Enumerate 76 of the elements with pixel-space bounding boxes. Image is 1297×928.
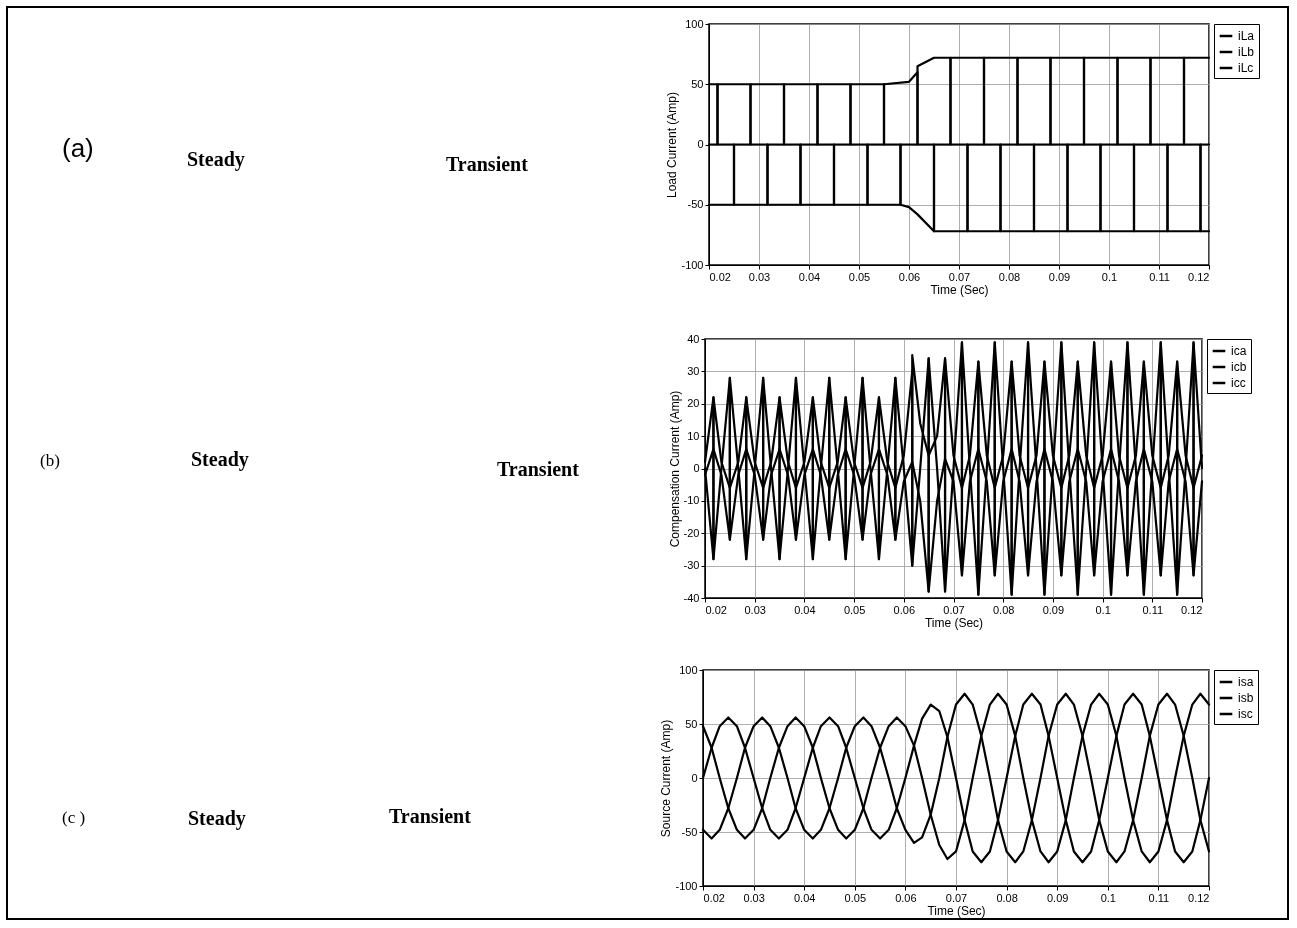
legend-label: icc: [1231, 376, 1246, 390]
x-axis-title: Time (Sec): [930, 282, 989, 297]
y-tick-label: 0: [693, 462, 700, 474]
y-tick-label: -20: [683, 526, 700, 539]
x-axis-title: Time (Sec): [927, 903, 986, 918]
x-tick-label: 0.08: [992, 603, 1015, 616]
y-tick-label: -10: [683, 494, 700, 507]
y-tick-label: 20: [687, 397, 700, 410]
x-tick-label: 0.12: [1188, 891, 1210, 904]
x-tick-label: 0.1: [1100, 891, 1116, 904]
x-tick-label: 0.03: [748, 270, 771, 283]
y-tick-label: 10: [687, 429, 700, 442]
x-tick-label: 0.06: [893, 603, 916, 616]
x-tick-label: 0.11: [1142, 603, 1164, 616]
x-tick-label: 0.03: [744, 603, 766, 616]
y-tick-label: 50: [685, 717, 698, 730]
x-tick-label: 0.09: [1042, 603, 1065, 616]
x-tick-label: 0.04: [793, 891, 816, 904]
text: Steady: [187, 148, 245, 171]
text: (b): [40, 451, 60, 471]
x-tick-label: 0.12: [1181, 603, 1203, 616]
y-tick-label: 50: [691, 77, 704, 90]
x-tick-label: 0.1: [1095, 603, 1111, 616]
x-tick-label: 0.07: [943, 603, 965, 616]
x-tick-label: 0.11: [1148, 891, 1170, 904]
y-tick-label: -40: [683, 591, 700, 604]
y-tick-label: -100: [675, 879, 698, 892]
y-tick-label: -50: [681, 825, 698, 838]
text: (a): [62, 133, 94, 164]
x-tick-label: 0.05: [844, 891, 867, 904]
x-tick-label: 0.02: [705, 603, 727, 616]
x-tick-label: 0.07: [945, 891, 968, 904]
text: (c ): [62, 808, 86, 828]
x-tick-label: 0.1: [1101, 270, 1118, 283]
legend-label: iLa: [1238, 29, 1255, 43]
x-tick-label: 0.12: [1188, 270, 1210, 283]
legend-label: isb: [1238, 691, 1254, 705]
y-tick-label: 40: [687, 332, 700, 345]
legend-label: isc: [1238, 707, 1253, 721]
y-tick-label: 0: [691, 771, 698, 784]
text: Transient: [389, 805, 471, 828]
x-tick-label: 0.09: [1046, 891, 1069, 904]
x-tick-label: 0.11: [1149, 270, 1170, 283]
x-tick-label: 0.04: [798, 270, 821, 283]
y-tick-label: -50: [687, 198, 704, 211]
x-tick-label: 0.06: [898, 270, 921, 283]
text: Steady: [191, 448, 249, 471]
x-tick-label: 0.03: [743, 891, 765, 904]
y-tick-label: 0: [697, 138, 704, 150]
text: Steady: [188, 807, 246, 830]
text: Transient: [497, 458, 579, 481]
legend-label: icb: [1231, 360, 1247, 374]
x-tick-label: 0.08: [996, 891, 1018, 904]
x-tick-label: 0.02: [709, 270, 731, 283]
x-tick-label: 0.04: [794, 603, 816, 616]
x-tick-label: 0.05: [843, 603, 866, 616]
y-axis-title: Source Current (Amp): [659, 719, 674, 838]
text: Transient: [446, 153, 528, 176]
x-tick-label: 0.06: [895, 891, 917, 904]
y-axis-title: Compensation Current (Amp): [667, 390, 682, 548]
legend-label: iLb: [1238, 45, 1255, 59]
x-tick-label: 0.08: [998, 270, 1021, 283]
x-axis-title: Time (Sec): [924, 615, 984, 630]
legend-label: isa: [1238, 675, 1254, 689]
y-tick-label: -30: [683, 559, 700, 572]
y-tick-label: 100: [685, 17, 704, 30]
x-tick-label: 0.05: [848, 270, 871, 283]
legend-label: ica: [1231, 344, 1247, 358]
x-tick-label: 0.02: [703, 891, 725, 904]
y-axis-title: Load Current (Amp): [665, 91, 680, 199]
legend-label: iLc: [1238, 61, 1254, 75]
y-tick-label: 30: [687, 364, 700, 377]
x-tick-label: 0.09: [1048, 270, 1071, 283]
x-tick-label: 0.07: [948, 270, 971, 283]
y-tick-label: -100: [681, 258, 704, 271]
y-tick-label: 100: [679, 663, 698, 676]
